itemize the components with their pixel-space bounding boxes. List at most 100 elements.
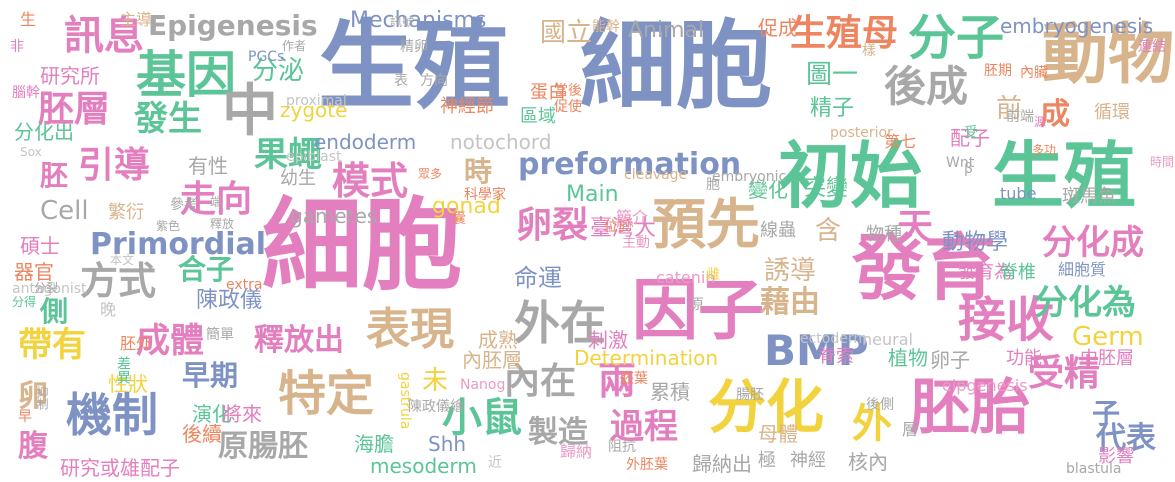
word-198: 後側 xyxy=(866,397,894,413)
word-155: 促使 xyxy=(554,99,582,115)
word-197: 原 xyxy=(690,297,704,313)
word-38: 兩 xyxy=(598,359,637,403)
word-91: 碩士 xyxy=(20,234,60,258)
word-125: 細胞質 xyxy=(1058,260,1107,279)
word-52: 胚 xyxy=(40,159,69,192)
word-41: 分化成 xyxy=(1042,223,1144,263)
word-186: 差異 xyxy=(115,356,131,384)
word-148: 非 xyxy=(10,39,24,55)
word-191: 近 xyxy=(488,455,502,471)
word-45: 方式 xyxy=(80,259,157,303)
word-118: 蛋白 xyxy=(530,82,566,103)
word-110: 卵子 xyxy=(930,348,970,372)
word-40: 受精 xyxy=(1028,353,1101,394)
word-181: 分裂 xyxy=(34,281,59,295)
word-183: 晚 xyxy=(100,300,117,319)
word-11: 分子 xyxy=(908,10,1005,66)
word-104: 累積 xyxy=(650,380,690,404)
word-39: 外 xyxy=(852,401,892,447)
word-96: 後續 xyxy=(182,422,222,446)
word-166: 時間 xyxy=(1150,155,1175,169)
word-36: 過程 xyxy=(610,407,678,447)
word-178: 端 xyxy=(210,195,223,209)
word-164: 第七 xyxy=(884,132,917,151)
word-9: 胚胎 xyxy=(910,373,1030,443)
word-57: 代表 xyxy=(1096,421,1156,456)
word-131: tube xyxy=(1000,184,1037,203)
word-25: 生殖母 xyxy=(790,13,899,54)
word-141: extra xyxy=(226,277,263,293)
word-187: 抑制 xyxy=(35,386,49,410)
word-167: 眾多 xyxy=(418,167,443,181)
word-88: 有性 xyxy=(188,154,228,178)
word-136: embryonic xyxy=(712,169,787,185)
word-72: 突變 xyxy=(804,176,849,201)
word-185: 胚外 xyxy=(120,334,153,353)
word-83: notochord xyxy=(450,130,552,154)
word-159: 胚期 xyxy=(984,63,1012,79)
word-78: Main xyxy=(566,182,619,207)
word-188: 早 xyxy=(18,409,32,425)
word-106: 極 xyxy=(758,450,776,471)
word-18: 特定 xyxy=(278,366,375,422)
word-103: 內胚層 xyxy=(462,348,522,372)
word-14: 外在 xyxy=(514,296,606,350)
word-101: 刺激 xyxy=(588,328,628,352)
word-8: 分化 xyxy=(708,373,825,441)
word-107: 神經 xyxy=(790,450,826,471)
word-81: gametes xyxy=(290,204,378,228)
word-29: 模式 xyxy=(332,159,409,203)
word-63: 合子 xyxy=(178,253,235,286)
word-129: blastula xyxy=(1066,461,1122,477)
word-174: 雌 xyxy=(706,267,720,283)
word-199: 層 xyxy=(902,420,919,439)
word-17: 機制 xyxy=(66,388,158,442)
word-177: 紫色 xyxy=(156,219,181,233)
word-190: gastrula xyxy=(397,372,413,430)
word-151: 作者 xyxy=(282,39,307,53)
word-84: Determination xyxy=(574,346,719,370)
word-15: 接收 xyxy=(958,292,1055,348)
word-66: 誘導 xyxy=(764,256,817,286)
word-109: 母體 xyxy=(758,422,798,446)
word-60: 前 xyxy=(996,94,1023,124)
word-142: Sox xyxy=(20,145,42,159)
word-194: 外胚葉 xyxy=(626,457,668,473)
word-114: 中胚層 xyxy=(1080,348,1134,369)
word-196: 胚葉 xyxy=(620,371,648,387)
word-75: 臺灣大 xyxy=(590,216,657,241)
word-150: 精卵 xyxy=(400,39,428,55)
word-160: 內臟 xyxy=(1020,65,1048,81)
word-117: 配子 xyxy=(950,126,990,150)
word-62: Cell xyxy=(40,196,89,226)
word-86: 研究所 xyxy=(40,64,100,88)
word-43: 藉由 xyxy=(760,285,820,320)
word-113: 功能 xyxy=(1006,348,1042,369)
word-16: BMP xyxy=(764,326,869,375)
word-112: 脊索 xyxy=(818,346,854,367)
word-87: 分化出 xyxy=(14,120,74,144)
word-22: 引導 xyxy=(78,145,151,186)
word-173: 主動 xyxy=(622,235,650,251)
word-92: 器官 xyxy=(14,260,54,284)
word-70: 圖一 xyxy=(806,60,859,90)
word-121: 促成 xyxy=(758,16,798,40)
word-85: embryogenesis xyxy=(1000,14,1154,38)
word-137: posterior xyxy=(830,125,893,141)
word-82: endoderm xyxy=(314,130,417,154)
word-76: 動物學 xyxy=(942,230,1009,255)
word-32: 卵裂 xyxy=(516,205,589,246)
word-169: 囊 xyxy=(452,211,466,227)
word-28: preformation xyxy=(518,147,742,182)
word-108: 核內 xyxy=(848,450,888,474)
word-42: 分化為 xyxy=(1034,283,1136,323)
word-195: 腸胚 xyxy=(736,387,764,403)
word-133: epiblast xyxy=(286,149,342,165)
word-97: 研究或雄配子 xyxy=(60,456,180,480)
word-80: zygote xyxy=(280,98,348,122)
word-55: 釋放出 xyxy=(254,323,344,358)
word-34: 小鼠 xyxy=(442,395,522,441)
word-152: 方向 xyxy=(420,73,448,89)
word-172: 簡介 xyxy=(616,208,649,227)
